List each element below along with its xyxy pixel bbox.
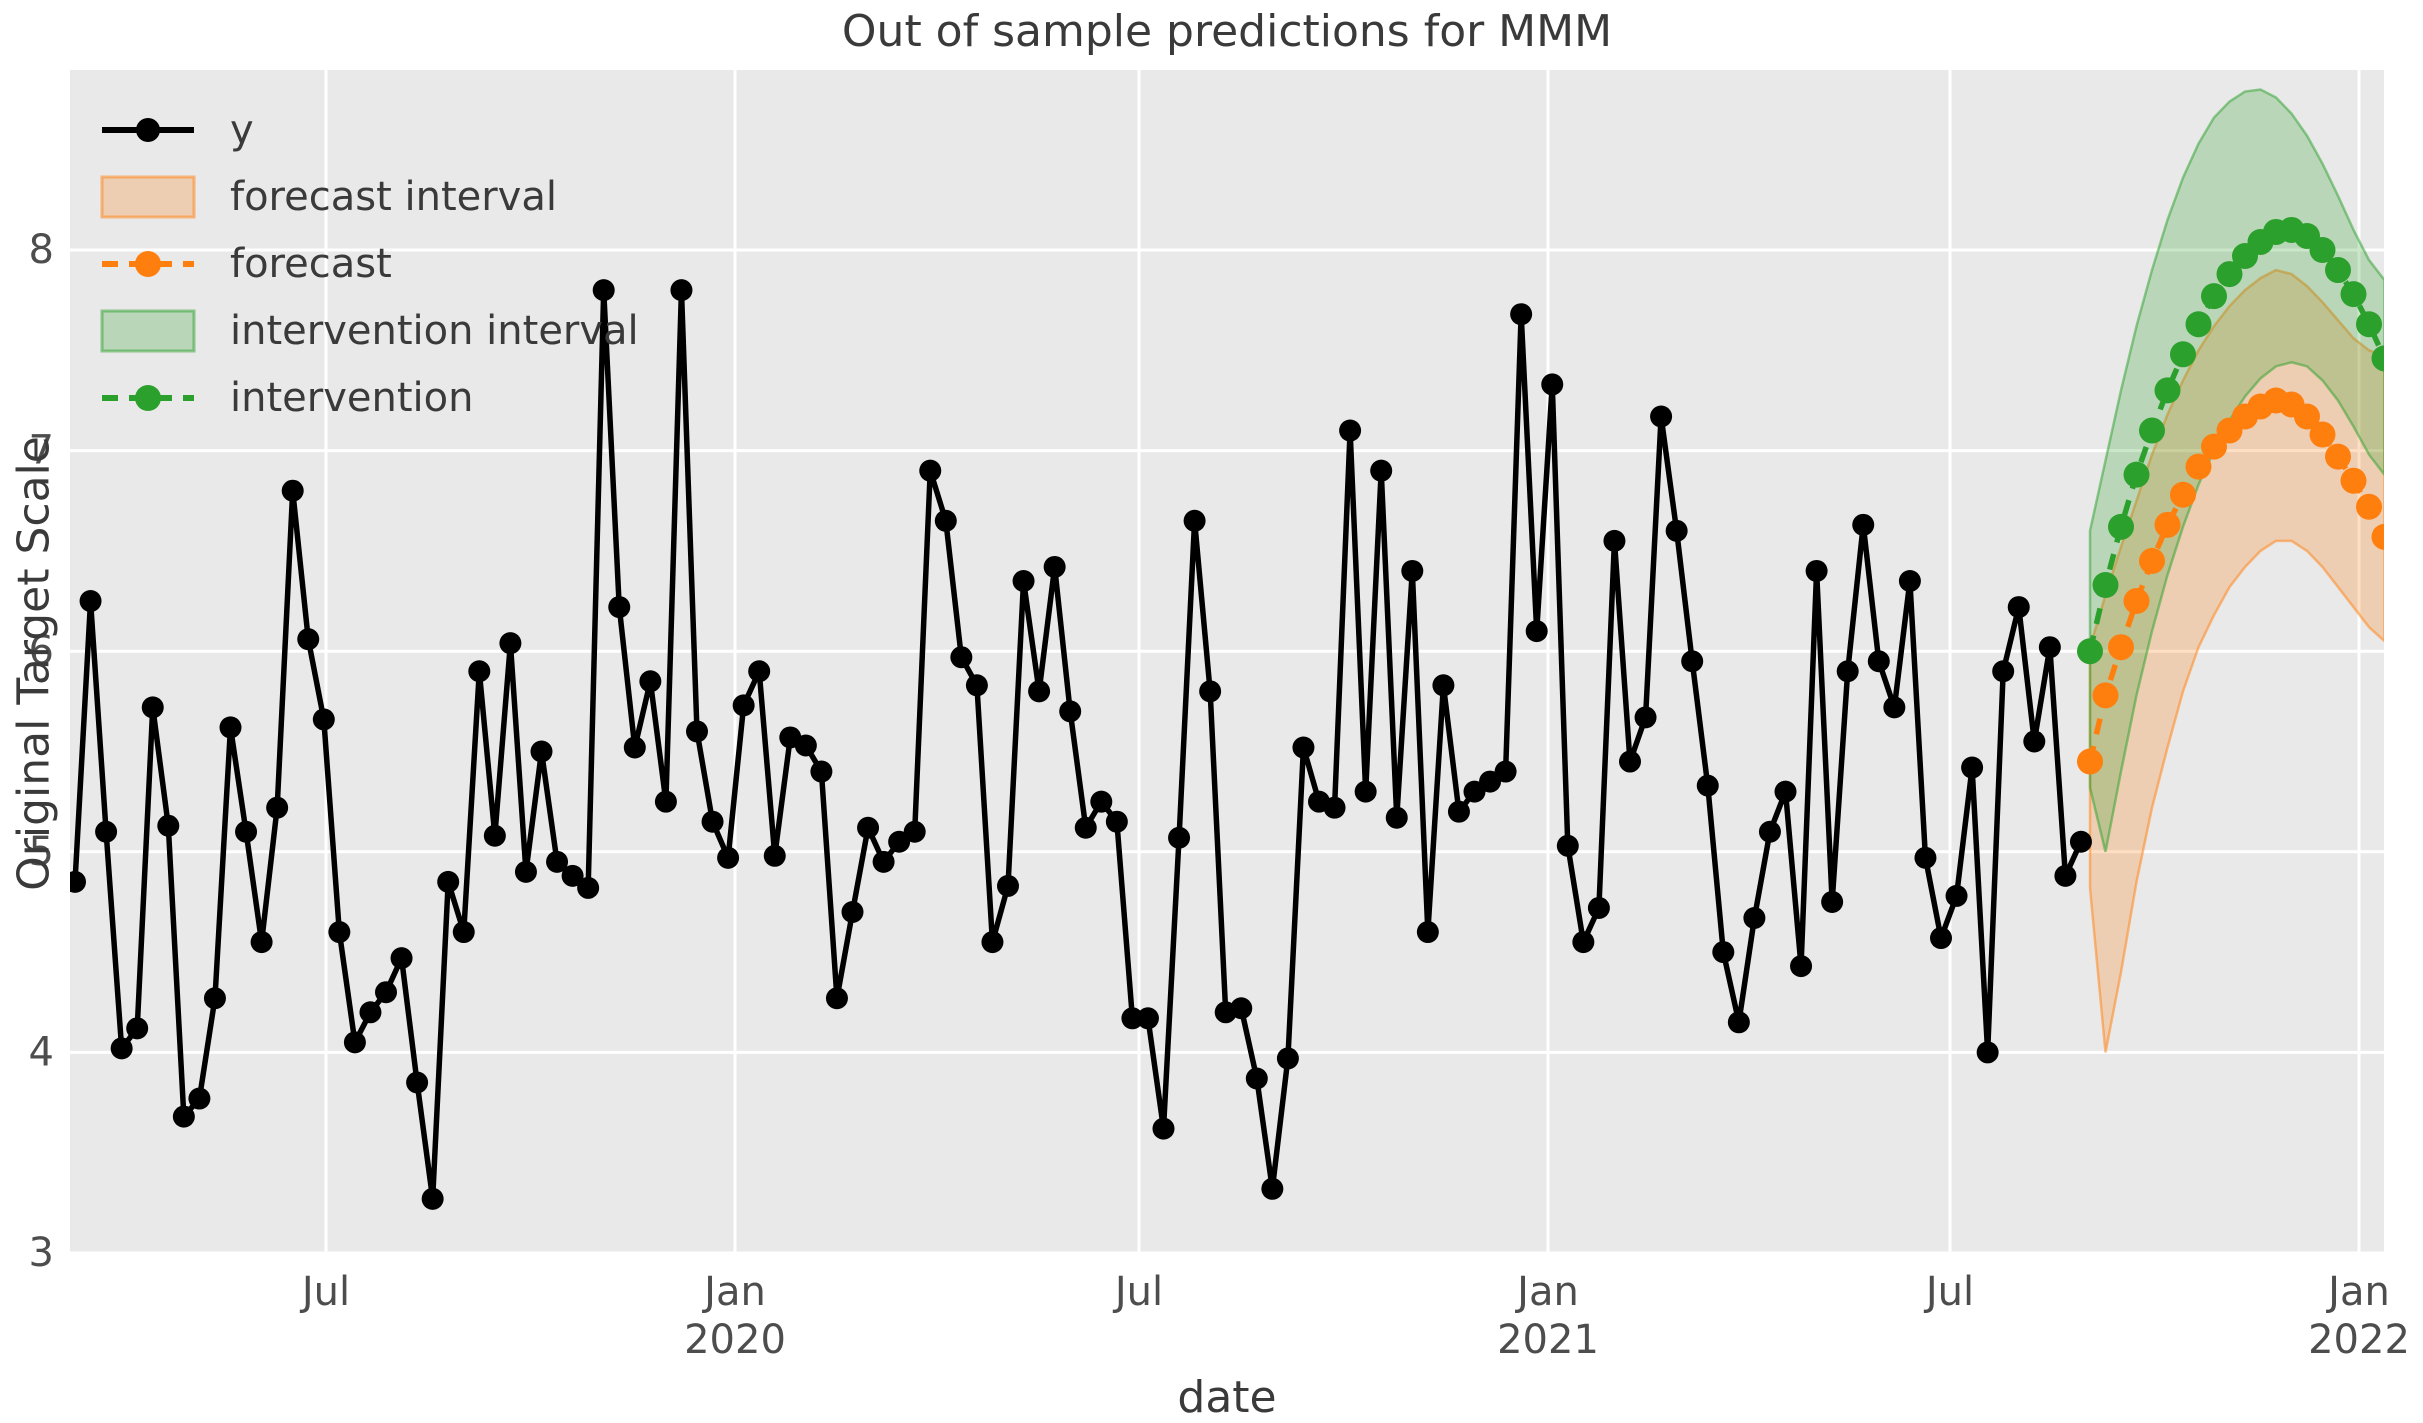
line-marker-icon (102, 117, 194, 142)
intervention-line (2077, 216, 2384, 665)
patch-icon (100, 175, 196, 218)
legend-label: forecast interval (230, 173, 557, 220)
y-tick-label: 6 (29, 628, 54, 674)
y-tick-label: 7 (29, 428, 54, 474)
legend-item-intervention: intervention (100, 364, 639, 431)
gridlines (70, 70, 2384, 1255)
y-tick-label: 4 (29, 1029, 54, 1075)
legend-label: intervention interval (230, 307, 639, 354)
legend-item-forecast: forecast (100, 230, 639, 297)
x-axis-label: date (1177, 1372, 1277, 1423)
x-tick-label: Jan (701, 1269, 766, 1315)
chart-title: Out of sample predictions for MMM (841, 6, 1613, 57)
x-tick-sublabel: 2020 (684, 1317, 786, 1363)
x-tick-sublabel: 2021 (1497, 1317, 1599, 1363)
legend-item-forecast-interval: forecast interval (100, 163, 639, 230)
forecast-line (2077, 387, 2384, 775)
dashed-marker-icon (102, 384, 194, 411)
y-axis-label: Original Target Scale (8, 436, 60, 891)
y-tick-label: 3 (29, 1230, 54, 1276)
x-tick-label: Jul (299, 1269, 350, 1315)
legend-item-y: y (100, 96, 639, 163)
y-tick-label: 5 (29, 829, 54, 875)
x-tick-label: Jan (2325, 1269, 2390, 1315)
legend-item-intervention-interval: intervention interval (100, 297, 639, 364)
legend-label: intervention (230, 374, 474, 421)
intervention-interval-band (2088, 88, 2384, 853)
legend-label: forecast (230, 240, 392, 287)
x-tick-label: Jul (1112, 1269, 1163, 1315)
y-series-line (70, 279, 2092, 1210)
plot-layers (70, 88, 2384, 1210)
y-tick-label: 8 (29, 227, 54, 273)
dashed-marker-icon (102, 250, 194, 277)
x-tick-label: Jan (1514, 1269, 1579, 1315)
legend-label: y (230, 106, 254, 153)
legend: y forecast interval forecast interventio… (100, 96, 639, 431)
x-tick-label: Jul (1923, 1269, 1974, 1315)
x-tick-sublabel: 2022 (2308, 1317, 2410, 1363)
patch-icon (100, 309, 196, 352)
